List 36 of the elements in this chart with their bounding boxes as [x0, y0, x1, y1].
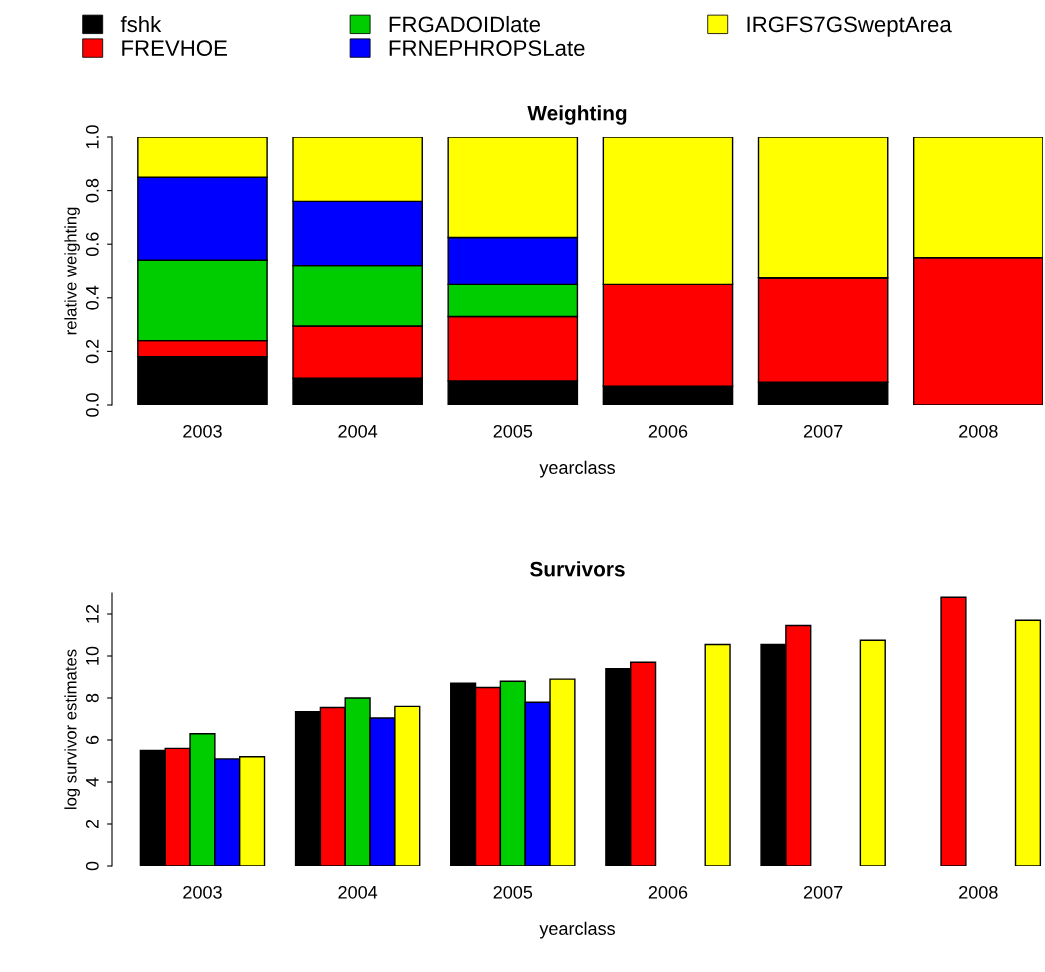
chart-title: Survivors: [530, 561, 625, 577]
y-tick-label: 0.4: [85, 285, 99, 310]
x-tick-label: 2003: [183, 885, 222, 899]
y-tick-label: 10: [85, 646, 99, 665]
x-tick-label: 2005: [493, 424, 533, 438]
y-tick-label: 1.0: [85, 125, 99, 149]
x-tick-label: 2006: [648, 885, 688, 899]
y-tick-label: 0.0: [85, 393, 99, 417]
y-tick-label: 0: [85, 861, 99, 871]
legend-label: FREVHOE: [122, 40, 227, 56]
x-tick-label: 2006: [648, 424, 688, 438]
chart-title: Weighting: [527, 105, 627, 125]
y-tick-label: 0.2: [85, 339, 99, 364]
y-tick-label: 0.6: [85, 232, 99, 257]
y-tick-label: 4: [86, 777, 99, 787]
y-tick-label: 2: [85, 819, 99, 829]
legend-label: IRGFS7GSweptArea: [747, 16, 952, 37]
x-tick-label: 2003: [183, 424, 222, 438]
x-tick-label: 2007: [803, 424, 843, 438]
y-tick-label: 6: [85, 735, 99, 745]
x-axis-title: yearclass: [539, 460, 615, 478]
y-axis-title: relative weighting: [64, 207, 80, 335]
y-axis-title: log survivor estimates: [64, 649, 80, 809]
x-tick-label: 2008: [959, 885, 998, 899]
x-tick-label: 2005: [493, 885, 533, 899]
x-tick-label: 2004: [338, 885, 378, 899]
legend-label: FRGADOIDlate: [389, 15, 541, 33]
legend-label: fshk: [120, 15, 162, 33]
legend-label: FRNEPHROPSLate: [389, 40, 585, 56]
x-tick-label: 2008: [959, 424, 998, 438]
x-tick-label: 2004: [338, 424, 378, 438]
y-tick-label: 12: [85, 604, 99, 623]
x-axis-title: yearclass: [539, 921, 615, 939]
y-tick-label: 0.8: [85, 178, 99, 203]
y-tick-label: 8: [85, 693, 99, 703]
x-tick-label: 2007: [803, 885, 843, 899]
